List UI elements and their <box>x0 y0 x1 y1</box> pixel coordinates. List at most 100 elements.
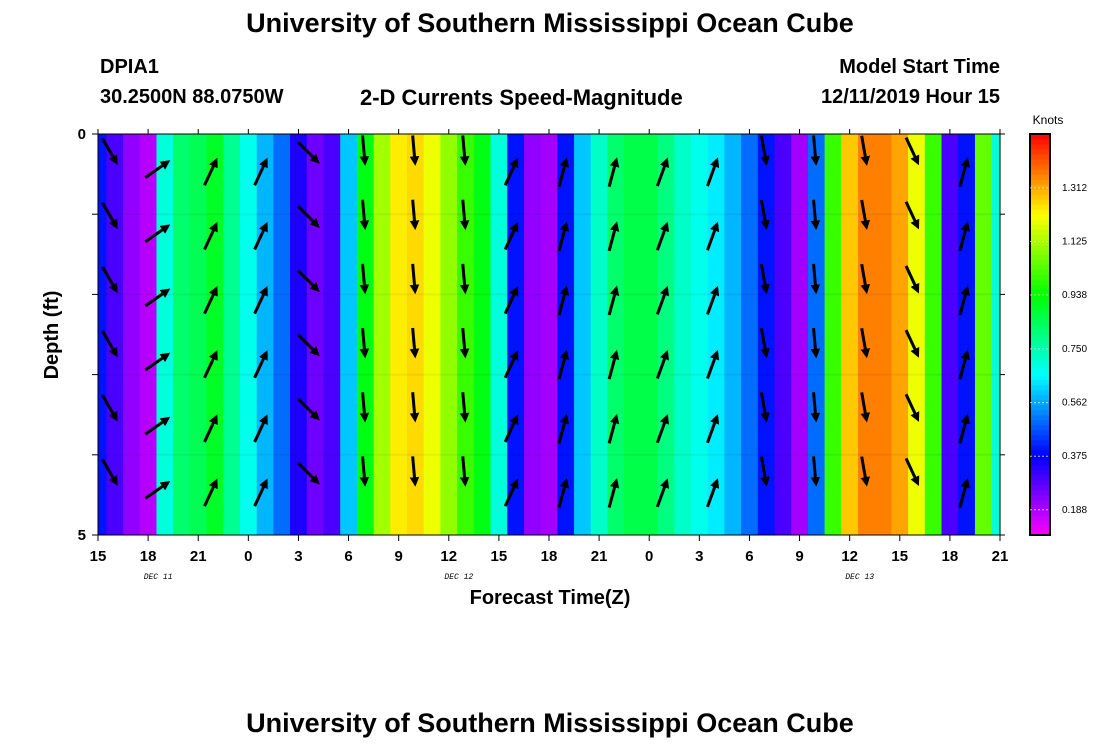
current-vector-arrow <box>607 221 620 252</box>
colorbar-swatch <box>1030 484 1050 491</box>
colorbar-swatch <box>1030 204 1050 210</box>
current-vector-arrow <box>359 327 370 359</box>
colorbar-swatch <box>1030 529 1050 536</box>
y-tick-label: 5 <box>78 527 86 544</box>
heatmap-cell <box>490 134 508 535</box>
heatmap-cell <box>356 134 375 535</box>
model-start-value: 12/11/2019 Hour 15 <box>820 86 1000 108</box>
x-tick-label: 15 <box>891 548 908 565</box>
colorbar-swatch <box>1030 234 1050 240</box>
current-vector-arrow <box>144 288 171 308</box>
heatmap-cell <box>607 134 625 535</box>
colorbar-swatch <box>1030 514 1050 521</box>
current-vector-arrow <box>810 392 821 423</box>
page-title: University of Southern Mississippi Ocean… <box>246 8 854 38</box>
heatmap-cell <box>407 134 425 535</box>
current-vector-arrow <box>297 269 320 293</box>
colorbar-swatch <box>1030 364 1050 371</box>
heatmap-cell <box>674 134 692 535</box>
station-coordinates: 30.2500N 88.0750W <box>100 86 284 108</box>
current-vector-arrow <box>655 478 670 508</box>
current-vector-arrow <box>144 224 171 244</box>
heatmap-cell <box>891 134 909 535</box>
x-day-label: DEC 13 <box>845 573 874 582</box>
colorbar-swatch <box>1030 509 1050 516</box>
colorbar-swatch <box>1030 344 1050 351</box>
current-vector-arrow <box>904 201 920 230</box>
x-tick-label: 0 <box>645 548 653 565</box>
heatmap-cell <box>123 134 141 535</box>
x-tick-label: 6 <box>745 548 753 565</box>
x-tick-label: 18 <box>541 548 558 565</box>
current-vector-arrow <box>655 157 670 187</box>
current-vector-arrow <box>810 327 821 359</box>
current-vector-arrow <box>810 456 821 487</box>
colorbar-swatch <box>1030 179 1050 185</box>
current-vector-arrow <box>759 456 770 487</box>
heatmap-cell <box>874 134 893 535</box>
current-vector-arrow <box>144 480 171 500</box>
x-axis-label: Forecast Time(Z) <box>470 587 631 609</box>
colorbar-swatch <box>1030 504 1050 511</box>
colorbar-swatch <box>1030 309 1050 316</box>
x-axis: 15 18 21 0 3 6 9 12 15 18 21 0 3 6 9 12 15 18 21 DEC 11 DEC … <box>90 129 1008 582</box>
colorbar-swatch <box>1030 449 1050 456</box>
heatmap-cell <box>741 134 759 535</box>
current-vector-arrow <box>503 478 519 507</box>
colorbar-swatch <box>1030 419 1050 426</box>
heatmap-cell <box>223 134 241 535</box>
current-vector-arrow <box>860 456 871 487</box>
colorbar-swatch <box>1030 159 1050 165</box>
colorbar-swatch <box>1030 454 1050 461</box>
heatmap-cell <box>991 134 1001 535</box>
heatmap-cell <box>557 134 575 535</box>
colorbar-swatch <box>1030 239 1050 245</box>
colorbar-swatch <box>1030 299 1050 306</box>
x-tick-label: 21 <box>591 548 608 565</box>
current-vector-arrow <box>359 263 370 295</box>
colorbar-swatch <box>1030 479 1050 486</box>
x-tick-label: 12 <box>440 548 457 565</box>
heatmap-cell <box>423 134 442 535</box>
colorbar-swatch <box>1030 459 1050 466</box>
colorbar-swatch <box>1030 374 1050 381</box>
current-vector-arrow <box>101 266 118 294</box>
heatmap-cell <box>440 134 458 535</box>
current-vector-arrow <box>706 414 720 444</box>
heatmap-cell <box>173 134 191 535</box>
colorbar-swatch <box>1030 249 1050 255</box>
colorbar-swatch <box>1030 284 1050 290</box>
colorbar-label: Knots <box>1033 113 1064 127</box>
colorbar-tick-label: 0.938 <box>1062 290 1087 301</box>
colorbar-swatch <box>1030 474 1050 481</box>
current-vector-arrow <box>101 458 118 486</box>
heatmap-cell <box>908 134 926 535</box>
heatmap-cell <box>924 134 943 535</box>
current-vector-arrow <box>253 478 268 507</box>
colorbar-swatch <box>1030 154 1050 160</box>
current-vector-arrow <box>958 349 970 380</box>
colorbar-swatch <box>1030 379 1050 386</box>
heatmap-cell <box>239 134 258 535</box>
colorbar-swatch <box>1030 394 1050 401</box>
heatmap-cell <box>540 134 558 535</box>
current-vector-arrow <box>253 285 268 315</box>
speed-heatmap <box>98 134 1001 535</box>
heatmap-cell <box>640 134 659 535</box>
current-vector-arrow <box>860 135 871 166</box>
current-vector-arrow <box>958 157 970 188</box>
current-vector-arrow <box>904 329 920 358</box>
x-tick-label: 21 <box>190 548 207 565</box>
current-vector-arrow <box>706 285 720 315</box>
current-vector-arrow <box>759 135 770 166</box>
current-vector-arrow <box>655 221 670 251</box>
current-vector-arrow <box>958 285 970 316</box>
current-vector-arrow <box>607 478 620 508</box>
current-vector-arrow <box>607 157 620 188</box>
colorbar-swatch <box>1030 389 1050 396</box>
heatmap-cell <box>858 134 876 535</box>
current-vector-arrow <box>203 221 218 251</box>
heatmap-cell <box>473 134 492 535</box>
heatmap-cell <box>256 134 274 535</box>
